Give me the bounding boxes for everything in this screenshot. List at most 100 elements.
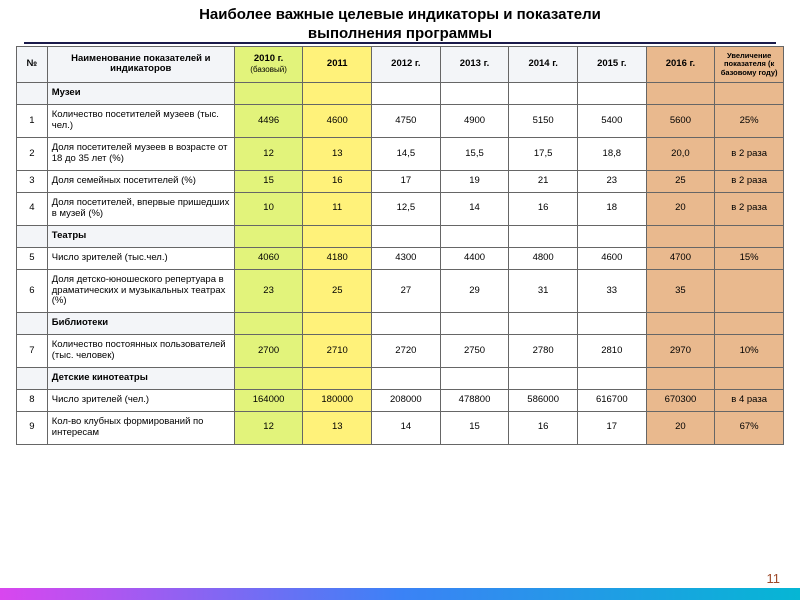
value-cell: 4700 (646, 247, 715, 269)
value-cell: 5 (17, 247, 48, 269)
value-cell: 15% (715, 247, 784, 269)
indicator-name: Число зрителей (тыс.чел.) (47, 247, 234, 269)
value-cell: 1 (17, 105, 48, 138)
value-cell: 4600 (577, 247, 646, 269)
section-cell (303, 225, 372, 247)
value-cell: 20 (646, 411, 715, 444)
section-cell (17, 368, 48, 390)
value-cell: 164000 (234, 390, 303, 412)
section-cell (372, 83, 441, 105)
table-row: 3Доля семейных посетителей (%)1516171921… (17, 170, 784, 192)
section-cell (440, 313, 509, 335)
value-cell: 4180 (303, 247, 372, 269)
value-cell: 67% (715, 411, 784, 444)
section-label: Театры (47, 225, 234, 247)
indicator-name: Доля посетителей, впервые пришедших в му… (47, 192, 234, 225)
value-cell: 12 (234, 138, 303, 171)
value-cell: 20,0 (646, 138, 715, 171)
column-header: 2012 г. (372, 46, 441, 83)
column-header: 2014 г. (509, 46, 578, 83)
value-cell: 15 (234, 170, 303, 192)
value-cell: 2710 (303, 335, 372, 368)
section-cell (509, 368, 578, 390)
section-label: Музеи (47, 83, 234, 105)
value-cell: 18,8 (577, 138, 646, 171)
table-row: 7Количество постоянных пользователей (ты… (17, 335, 784, 368)
indicators-table-wrap: №Наименование показателей и индикаторов2… (0, 46, 800, 445)
value-cell: 13 (303, 138, 372, 171)
value-cell: 616700 (577, 390, 646, 412)
value-cell: 4600 (303, 105, 372, 138)
section-cell (17, 83, 48, 105)
value-cell: 23 (577, 170, 646, 192)
value-cell: 33 (577, 269, 646, 313)
table-row: 6Доля детско-юношеского репертуара в дра… (17, 269, 784, 313)
section-cell (440, 368, 509, 390)
section-cell (372, 313, 441, 335)
value-cell: 25 (646, 170, 715, 192)
value-cell: в 2 раза (715, 170, 784, 192)
value-cell: 4800 (509, 247, 578, 269)
section-cell (509, 83, 578, 105)
value-cell: 3 (17, 170, 48, 192)
indicator-name: Кол-во клубных формирований по интересам (47, 411, 234, 444)
table-row: 9Кол-во клубных формирований по интереса… (17, 411, 784, 444)
section-cell (372, 368, 441, 390)
page-number: 11 (767, 571, 781, 586)
section-cell (17, 225, 48, 247)
section-cell (577, 225, 646, 247)
section-cell (234, 225, 303, 247)
value-cell: 5400 (577, 105, 646, 138)
value-cell: 7 (17, 335, 48, 368)
indicator-name: Доля детско-юношеского репертуара в драм… (47, 269, 234, 313)
value-cell: 4300 (372, 247, 441, 269)
indicator-name: Доля посетителей музеев в возрасте от 18… (47, 138, 234, 171)
column-header: № (17, 46, 48, 83)
table-row: 2Доля посетителей музеев в возрасте от 1… (17, 138, 784, 171)
value-cell: 2750 (440, 335, 509, 368)
value-cell: 6 (17, 269, 48, 313)
value-cell: 2810 (577, 335, 646, 368)
value-cell: 15 (440, 411, 509, 444)
value-cell: 10 (234, 192, 303, 225)
value-cell: 2 (17, 138, 48, 171)
section-cell (234, 368, 303, 390)
value-cell: 180000 (303, 390, 372, 412)
indicator-name: Число зрителей (чел.) (47, 390, 234, 412)
value-cell: 10% (715, 335, 784, 368)
section-cell (372, 225, 441, 247)
value-cell: 2970 (646, 335, 715, 368)
value-cell: 9 (17, 411, 48, 444)
title-line2: выполнения программы (308, 25, 492, 42)
value-cell: 20 (646, 192, 715, 225)
section-row: Библиотеки (17, 313, 784, 335)
column-header: 2016 г. (646, 46, 715, 83)
section-row: Музеи (17, 83, 784, 105)
section-cell (715, 83, 784, 105)
section-cell (577, 368, 646, 390)
section-row: Театры (17, 225, 784, 247)
table-row: 1Количество посетителей музеев (тыс. чел… (17, 105, 784, 138)
value-cell: 5150 (509, 105, 578, 138)
value-cell: 14 (372, 411, 441, 444)
footer-gradient (0, 588, 800, 600)
value-cell: 18 (577, 192, 646, 225)
column-header: 2015 г. (577, 46, 646, 83)
value-cell: 670300 (646, 390, 715, 412)
value-cell: 478800 (440, 390, 509, 412)
value-cell: в 2 раза (715, 192, 784, 225)
column-header: 2013 г. (440, 46, 509, 83)
value-cell: 11 (303, 192, 372, 225)
section-cell (715, 368, 784, 390)
section-cell (303, 83, 372, 105)
value-cell: 2780 (509, 335, 578, 368)
section-cell (509, 225, 578, 247)
section-cell (17, 313, 48, 335)
section-cell (577, 313, 646, 335)
value-cell (715, 269, 784, 313)
value-cell: 21 (509, 170, 578, 192)
section-cell (646, 368, 715, 390)
value-cell: 25% (715, 105, 784, 138)
value-cell: 16 (303, 170, 372, 192)
value-cell: в 2 раза (715, 138, 784, 171)
